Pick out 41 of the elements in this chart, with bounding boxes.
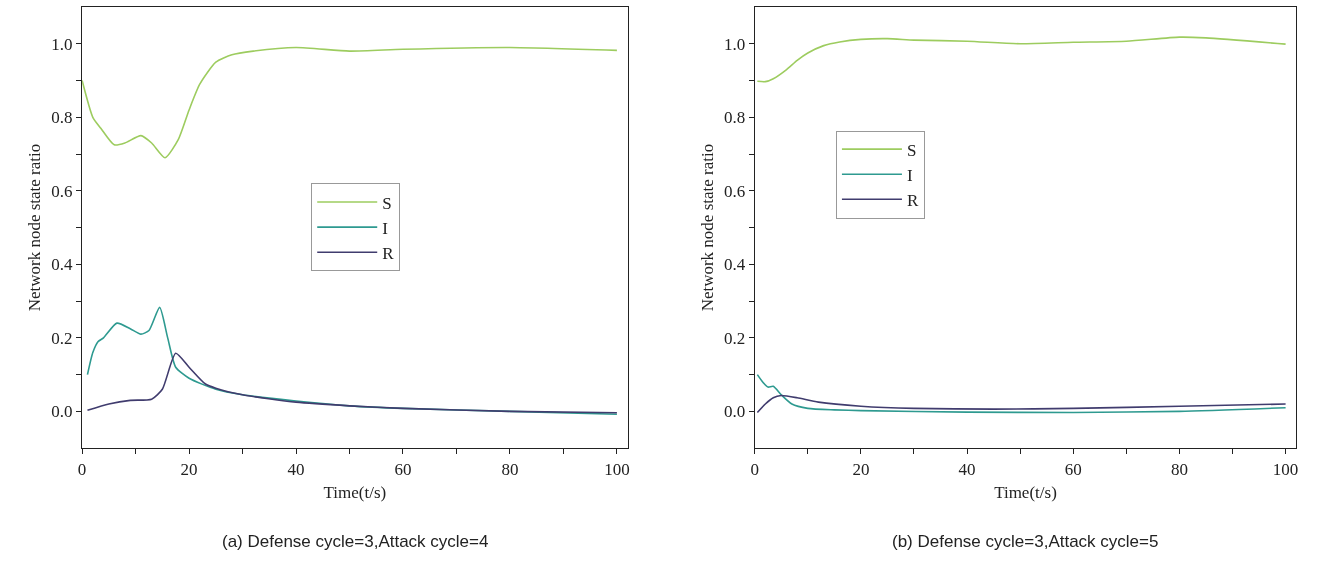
y-tick-label: 0.4: [723, 255, 746, 275]
x-tick-label: 40: [958, 459, 976, 479]
x-tick-label: 0: [750, 459, 759, 479]
legend-label: S: [906, 140, 917, 160]
legend-label: I: [382, 218, 389, 238]
legend-label: S: [382, 193, 392, 213]
x-tick-label: 100: [1272, 459, 1299, 479]
y-tick-label: 0.4: [51, 255, 74, 275]
y-axis-title: Network node state ratio: [24, 143, 44, 312]
x-tick-label: 20: [852, 459, 870, 479]
line-series: [86, 352, 618, 414]
line-series: [756, 373, 1287, 414]
line-series: [82, 46, 618, 159]
x-tick-label: 60: [1064, 459, 1082, 479]
y-tick-label: 1.0: [51, 34, 73, 54]
y-tick-label: 0.6: [51, 181, 73, 201]
x-tick-label: 40: [287, 459, 305, 479]
x-axis-title: Time(t/s): [323, 483, 387, 503]
legend-label: I: [906, 165, 913, 185]
line-series: [756, 394, 1287, 414]
y-axis-title: Network node state ratio: [697, 143, 717, 312]
y-tick-label: 0.8: [723, 108, 746, 128]
x-tick-label: 20: [180, 459, 198, 479]
y-tick-label: 0.0: [51, 402, 73, 422]
x-tick-label: 80: [1170, 459, 1188, 479]
legend-label: R: [382, 243, 395, 263]
y-tick-label: 0.2: [723, 328, 746, 348]
x-tick-label: 80: [501, 459, 519, 479]
x-tick-label: 0: [77, 459, 87, 479]
x-axis-title: Time(t/s): [994, 483, 1057, 503]
line-series: [756, 36, 1287, 83]
text: (b) Defense cycle=3,Attack cycle=5: [892, 532, 1159, 551]
y-tick-label: 0.6: [723, 181, 746, 201]
y-tick-label: 0.8: [51, 108, 73, 128]
y-tick-label: 1.0: [723, 34, 746, 54]
text: (a) Defense cycle=3,Attack cycle=4: [222, 532, 489, 551]
y-tick-label: 0.0: [723, 402, 746, 422]
x-tick-label: 60: [394, 459, 412, 479]
x-tick-label: 100: [604, 459, 630, 479]
legend-label: R: [906, 190, 919, 210]
y-tick-label: 0.2: [51, 328, 73, 348]
